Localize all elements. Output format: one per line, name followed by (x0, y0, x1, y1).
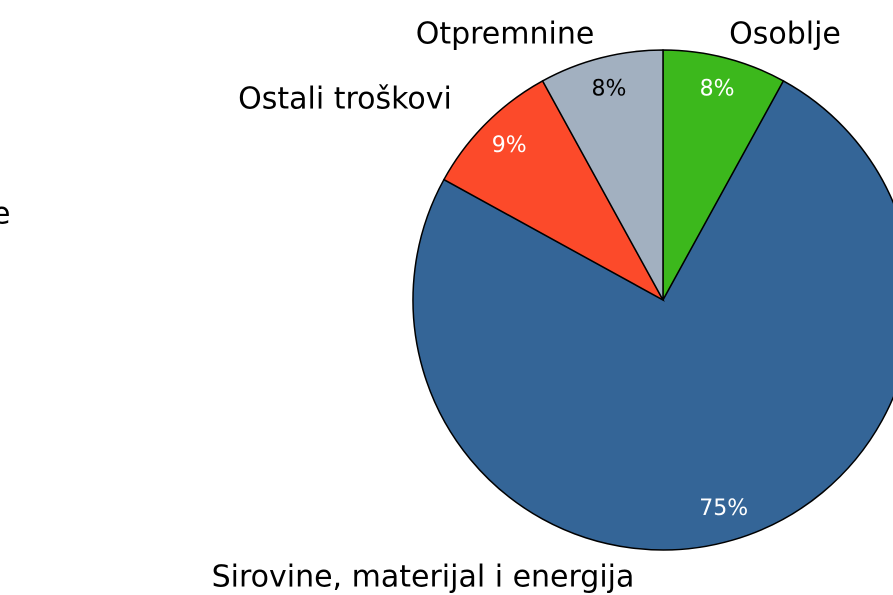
slice-percent: 8% (700, 76, 735, 101)
slice-percent: 9% (492, 133, 527, 158)
slice-percent: 75% (699, 496, 748, 521)
pie-slice (412, 79, 893, 551)
cut-text: e (0, 197, 10, 232)
slice-label: Osoblje (729, 17, 841, 52)
slice-label: Ostali troškovi (238, 82, 452, 117)
slice-label: Sirovine, materijal i energija (212, 560, 635, 595)
pie-slice (541, 49, 664, 301)
pie-slice (662, 49, 785, 301)
slice-label: Otpremnine (416, 17, 595, 52)
slice-percent: 8% (591, 76, 626, 101)
pie-slice (442, 79, 665, 302)
